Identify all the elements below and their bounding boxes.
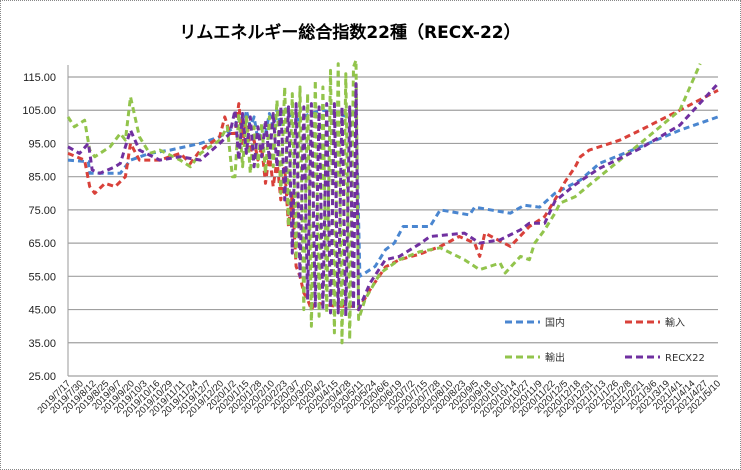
y-tick-label: 75.00: [28, 205, 56, 217]
series-line-2: [66, 58, 702, 345]
series-line-0: [67, 105, 719, 278]
legend-label: 輸出: [545, 351, 565, 364]
legend-label: RECX22: [665, 353, 705, 364]
legend-label: 輸入: [665, 316, 685, 329]
y-tick-label: 25.00: [28, 371, 56, 383]
y-tick-label: 85.00: [28, 172, 56, 184]
y-tick-label: 55.00: [28, 271, 56, 283]
y-tick-label: 95.00: [28, 138, 56, 150]
y-tick-label: 105.00: [22, 105, 56, 117]
y-tick-label: 65.00: [28, 238, 56, 250]
y-tick-label: 35.00: [28, 338, 56, 350]
legend-label: 国内: [545, 316, 565, 329]
series-line-3: [67, 82, 720, 318]
chart-title: リムエネルギー総合指数22種（RECX-22）: [179, 23, 521, 43]
y-tick-label: 115.00: [23, 72, 56, 84]
y-tick-label: 45.00: [28, 305, 56, 317]
